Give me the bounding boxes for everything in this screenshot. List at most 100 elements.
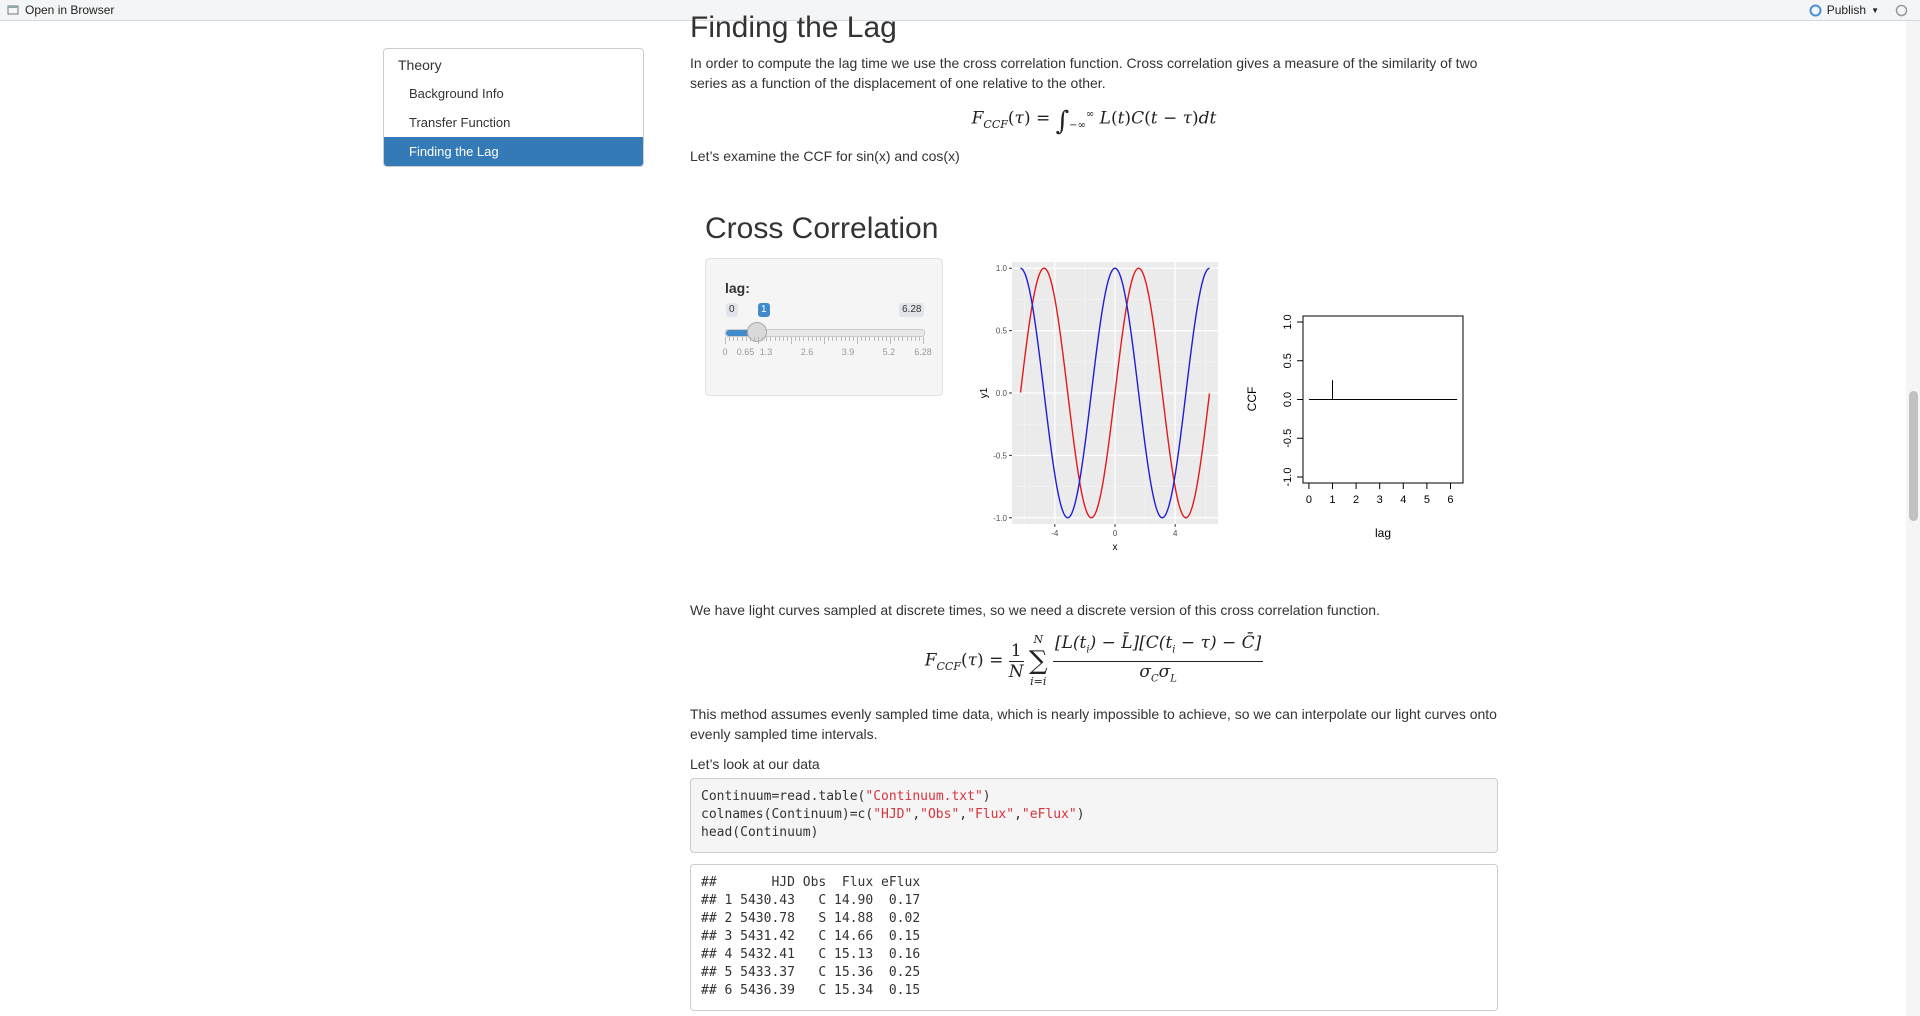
slider-tick-label: 6.28 bbox=[914, 347, 932, 357]
x-tick-label: 5 bbox=[1424, 494, 1430, 506]
slider-tick bbox=[873, 337, 875, 341]
slider-tick bbox=[836, 337, 838, 341]
slider-tick bbox=[758, 337, 759, 344]
paragraph-intro: In order to compute the lag time we use … bbox=[690, 55, 1478, 91]
ccf-plot: 0 1 2 3 4 5 6 -1.0 -0.5 0.0 0.5 1.0 lag CCF bbox=[1245, 314, 1464, 540]
code-line: colnames(Continuum)=c("HJD","Obs","Flux"… bbox=[701, 807, 1085, 822]
slider-tick bbox=[753, 337, 755, 341]
output-line: ## 4 5432.41 C 15.13 0.16 bbox=[701, 947, 921, 962]
plot1-xlabel: x bbox=[1113, 542, 1118, 553]
slider-tick bbox=[741, 337, 743, 341]
code-line: head(Continuum) bbox=[701, 825, 819, 840]
slider-tick bbox=[782, 337, 784, 341]
x-tick-label: 0 bbox=[1306, 494, 1312, 506]
paragraph-examine: Let’s examine the CCF for sin(x) and cos… bbox=[690, 148, 960, 165]
slider-tick bbox=[832, 337, 834, 341]
output-line: ## 3 5431.42 C 14.66 0.15 bbox=[701, 929, 921, 944]
ccf-continuous-formula: FCCF(τ) = ∫−∞∞ L(t)C(t − τ)dt bbox=[971, 106, 1217, 137]
refresh-icon[interactable] bbox=[1895, 4, 1908, 17]
slider-tick bbox=[791, 337, 792, 344]
publish-button[interactable]: Publish ▼ bbox=[1809, 3, 1879, 17]
slider-tick-label: 5.2 bbox=[882, 347, 896, 357]
toc-item-theory[interactable]: Theory bbox=[398, 57, 442, 73]
x-tick-label: 6 bbox=[1447, 494, 1453, 506]
sin-series-line bbox=[1019, 267, 1211, 519]
slider-tick bbox=[819, 337, 821, 341]
slider-tick bbox=[902, 337, 904, 341]
output-line: ## 6 5436.39 C 15.34 0.15 bbox=[701, 983, 921, 998]
slider-tick bbox=[906, 337, 908, 341]
page-scrollbar[interactable] bbox=[1906, 21, 1920, 1016]
output-line: ## 5 5433.37 C 15.36 0.25 bbox=[701, 965, 921, 980]
scrollbar-thumb[interactable] bbox=[1909, 391, 1918, 521]
slider-tick bbox=[918, 337, 920, 341]
slider-tick bbox=[815, 337, 817, 341]
slider-tick bbox=[885, 337, 887, 341]
toc-item-background-info[interactable]: Background Info bbox=[409, 86, 504, 101]
slider-tick bbox=[803, 337, 805, 341]
slider-tick bbox=[766, 337, 768, 341]
slider-tick bbox=[840, 337, 842, 341]
slider-tick bbox=[811, 337, 813, 341]
x-tick-label: 0 bbox=[1113, 529, 1118, 538]
slider-tick bbox=[877, 337, 879, 341]
app-title: Cross Correlation bbox=[705, 212, 939, 245]
slider-tick bbox=[737, 337, 739, 341]
y-tick-label: -1.0 bbox=[993, 514, 1007, 523]
slider-tick bbox=[923, 337, 924, 344]
slider-tick bbox=[914, 337, 916, 341]
x-tick-label: 4 bbox=[1173, 529, 1178, 538]
slider-tick-label: 0 bbox=[722, 347, 728, 357]
slider-tick bbox=[910, 337, 912, 341]
slider-tick bbox=[770, 337, 772, 341]
y-tick-label: 0.0 bbox=[996, 389, 1008, 398]
y-tick-label: 1.0 bbox=[1282, 314, 1294, 329]
plot2-xlabel: lag bbox=[1375, 526, 1391, 540]
slider-tick bbox=[844, 337, 846, 341]
output-line: ## 1 5430.43 C 14.90 0.17 bbox=[701, 893, 921, 908]
toc-item-transfer-function[interactable]: Transfer Function bbox=[409, 115, 511, 130]
slider-tick bbox=[729, 337, 731, 341]
slider-tick bbox=[799, 337, 801, 341]
open-in-browser-button[interactable]: Open in Browser bbox=[7, 3, 114, 17]
x-tick-label: 3 bbox=[1377, 494, 1383, 506]
y-tick-label: 0.5 bbox=[996, 327, 1008, 336]
slider-min-badge: 0 bbox=[726, 303, 738, 317]
slider-tick bbox=[848, 337, 850, 341]
y-tick-label: 0.0 bbox=[1282, 392, 1294, 407]
lag-slider-fill bbox=[726, 330, 762, 336]
y-tick-label: 0.5 bbox=[1282, 353, 1294, 368]
x-tick-label: 1 bbox=[1329, 494, 1335, 506]
slider-tick bbox=[745, 337, 747, 341]
chevron-down-icon: ▼ bbox=[1871, 5, 1879, 15]
lag-slider-handle[interactable] bbox=[746, 322, 767, 342]
slider-tick bbox=[881, 337, 883, 341]
plot1-ylabel: y1 bbox=[979, 387, 990, 398]
slider-tick bbox=[749, 337, 751, 341]
toc-item-finding-the-lag[interactable]: Finding the Lag bbox=[384, 137, 643, 166]
publish-label: Publish bbox=[1826, 3, 1867, 17]
slider-tick-label: 3.9 bbox=[841, 347, 855, 357]
slider-max-badge: 6.28 bbox=[899, 303, 925, 317]
y-tick-label: -0.5 bbox=[993, 451, 1007, 460]
slider-tick bbox=[894, 337, 896, 341]
sin-cos-plot: -4 0 4 -1.0 -0.5 0.0 0.5 1.0 x y1 bbox=[979, 262, 1218, 553]
slider-tick bbox=[869, 337, 871, 341]
code-output: ## HJD Obs Flux eFlux ## 1 5430.43 C 14.9… bbox=[690, 864, 1498, 1011]
output-line: ## HJD Obs Flux eFlux bbox=[701, 875, 921, 890]
slider-tick bbox=[786, 337, 788, 341]
open-in-browser-label: Open in Browser bbox=[25, 3, 115, 17]
slider-tick bbox=[890, 337, 891, 344]
slider-tick bbox=[898, 337, 900, 341]
publish-icon bbox=[1809, 4, 1822, 16]
section-heading: Finding the Lag bbox=[690, 11, 897, 44]
paragraph-method: This method assumes evenly sampled time … bbox=[690, 706, 1497, 742]
slider-tick bbox=[795, 337, 797, 341]
slider-tick bbox=[807, 337, 809, 341]
x-tick-label: -4 bbox=[1051, 529, 1059, 538]
slider-tick bbox=[865, 337, 867, 341]
lag-slider-track[interactable] bbox=[725, 329, 925, 337]
slider-tick bbox=[733, 337, 735, 341]
slider-tick bbox=[774, 337, 776, 341]
paragraph-discrete: We have light curves sampled at discrete… bbox=[690, 602, 1380, 618]
